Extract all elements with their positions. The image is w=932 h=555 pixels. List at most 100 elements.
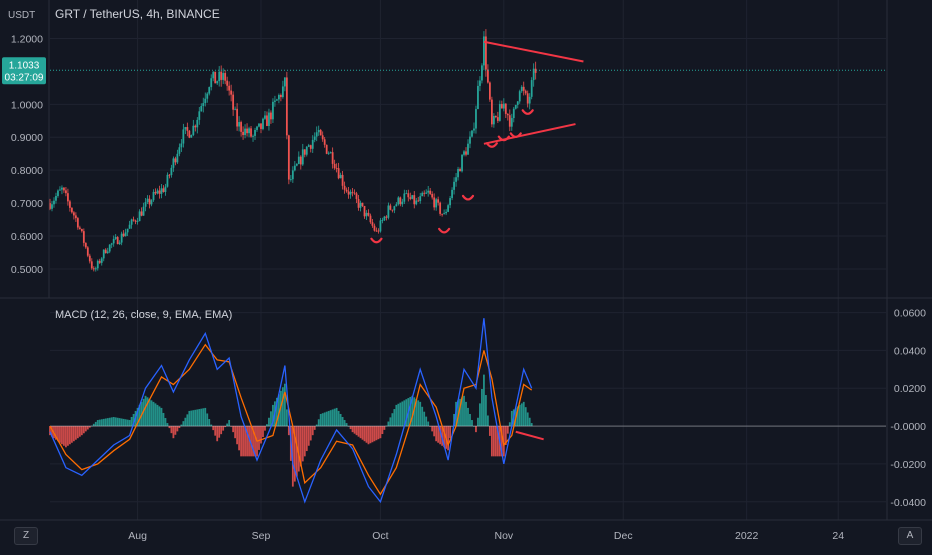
- histogram-bar: [335, 407, 338, 427]
- candle-body: [194, 125, 197, 128]
- histogram-bar: [361, 426, 364, 440]
- histogram-bar: [210, 424, 213, 427]
- histogram-bar: [405, 399, 408, 427]
- histogram-bar: [295, 426, 298, 477]
- time-axis[interactable]: Aug Sep Oct Nov Dec 2022 24: [128, 530, 844, 542]
- price-trendline[interactable]: [483, 123, 576, 145]
- histogram-bar: [325, 411, 328, 427]
- histogram-bar: [268, 417, 270, 427]
- candle-body: [403, 193, 406, 202]
- histogram-bar: [339, 413, 342, 427]
- candles: [49, 29, 537, 272]
- candle-body: [53, 200, 55, 205]
- candle-body: [61, 187, 63, 190]
- histogram-bar: [435, 426, 438, 442]
- histogram-bar: [371, 426, 374, 443]
- price-trendlines[interactable]: [483, 40, 584, 145]
- candle-body: [313, 136, 316, 140]
- candle-body: [494, 116, 497, 118]
- candle-body: [331, 152, 334, 164]
- price-pane[interactable]: GRT / TetherUS, 4h, BINANCE: [49, 7, 886, 272]
- histogram-bar: [487, 415, 489, 427]
- candle-body: [439, 202, 442, 214]
- candle-body: [433, 197, 436, 208]
- macd-trendline[interactable]: [515, 430, 544, 441]
- currency-label[interactable]: USDT: [8, 10, 35, 21]
- candle-body: [202, 103, 205, 107]
- candle-body: [198, 111, 201, 120]
- bottom-annotation: [461, 194, 475, 201]
- timezone-button-label: Z: [22, 530, 30, 541]
- candle-body: [260, 123, 262, 129]
- candle-body: [242, 131, 244, 136]
- candle-body: [170, 167, 173, 175]
- candle-body: [182, 129, 185, 144]
- histogram-bar: [170, 426, 173, 434]
- candle-body: [92, 268, 95, 270]
- candle-body: [381, 220, 384, 221]
- candle-body: [373, 225, 376, 231]
- histogram-bar: [449, 426, 451, 439]
- macd-line: [49, 318, 533, 504]
- histogram-bar: [473, 426, 475, 427]
- histogram-bar: [365, 426, 368, 443]
- histogram-bar: [154, 403, 157, 427]
- candle-body: [152, 191, 155, 201]
- price-axis[interactable]: 1.2000 1.0000 0.9000 0.8000 0.7000 0.6000 0.50…: [11, 33, 43, 275]
- candle-body: [487, 69, 489, 83]
- price-trendline[interactable]: [483, 40, 584, 63]
- histogram-bar: [421, 406, 424, 427]
- histogram-bar: [297, 426, 300, 472]
- histogram-bar: [190, 410, 193, 427]
- candle-body: [246, 128, 248, 134]
- candle-body: [411, 195, 414, 199]
- candle-body: [431, 193, 434, 198]
- candle-body: [108, 244, 111, 252]
- histogram-bar: [417, 400, 420, 427]
- histogram-bar: [415, 398, 418, 427]
- timezone-button[interactable]: Z: [14, 527, 38, 545]
- histogram-bar: [192, 410, 195, 427]
- candle-body: [86, 247, 89, 256]
- histogram-bar: [431, 426, 434, 432]
- candle-body: [216, 81, 219, 84]
- macd-axis[interactable]: 0.0600 0.0400 0.0200 -0.0000 -0.0200 -0.0400: [890, 308, 926, 509]
- histogram-bar: [118, 418, 121, 427]
- histogram-bar: [465, 401, 467, 427]
- histogram-bar: [262, 426, 264, 438]
- candle-body: [363, 206, 366, 217]
- candle-body: [488, 82, 491, 100]
- histogram-bar: [80, 426, 83, 436]
- histogram-bar: [194, 409, 197, 427]
- histogram-bar: [333, 408, 336, 427]
- time-tick-label: Oct: [372, 530, 388, 542]
- histogram-bar: [84, 426, 87, 432]
- candle-body: [176, 153, 179, 163]
- histogram-bar: [377, 426, 380, 440]
- histogram-bar: [409, 396, 412, 427]
- macd-pane[interactable]: MACD (12, 26, close, 9, EMA, EMA): [49, 309, 886, 504]
- bottom-annotation: [509, 132, 522, 138]
- histogram-bar: [323, 412, 326, 427]
- candle-body: [303, 149, 306, 155]
- candle-body: [59, 189, 61, 191]
- candle-body: [467, 143, 469, 155]
- candle-body: [51, 204, 53, 209]
- candle-body: [283, 77, 286, 87]
- candle-body: [399, 197, 402, 205]
- candle-body: [78, 227, 81, 229]
- price-tick-label: 0.6000: [11, 231, 43, 243]
- candle-body: [160, 188, 163, 194]
- histogram-bar: [520, 403, 523, 427]
- histogram-bar: [196, 409, 199, 427]
- histogram-bar: [57, 426, 59, 442]
- candle-body: [134, 220, 137, 222]
- histogram-bar: [218, 426, 221, 438]
- auto-scale-button[interactable]: A: [898, 527, 922, 545]
- candle-body: [355, 193, 358, 199]
- candle-body: [516, 101, 519, 105]
- histogram-bar: [353, 426, 356, 434]
- macd-trendlines[interactable]: [515, 430, 544, 441]
